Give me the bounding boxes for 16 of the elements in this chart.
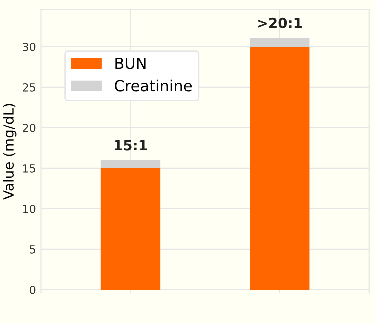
y-tick-label: 5	[30, 246, 36, 254]
annotation: 15:1	[115, 140, 148, 151]
y-tick-label: 30	[23, 42, 36, 52]
y-tick-label: 15	[23, 164, 36, 173]
y-axis-title: Value (mg/dL)	[3, 104, 17, 200]
bar	[250, 38, 310, 47]
bar	[100, 160, 161, 168]
y-tick-label: 25	[23, 83, 36, 92]
annotation: >20:1	[258, 18, 302, 28]
bar	[250, 46, 310, 290]
legend-label: BUN	[116, 58, 146, 70]
bar	[100, 168, 161, 290]
y-tick-label: 10	[23, 204, 36, 214]
legend-label: Creatinine	[115, 80, 192, 92]
y-tick-label: 0	[30, 286, 36, 294]
y-tick-label: 20	[23, 124, 36, 132]
